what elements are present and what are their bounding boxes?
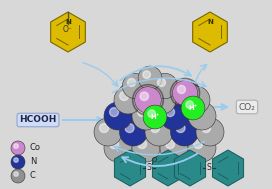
- Circle shape: [11, 141, 25, 155]
- Circle shape: [183, 88, 190, 95]
- Circle shape: [160, 134, 188, 162]
- Text: O: O: [151, 157, 157, 163]
- Circle shape: [202, 124, 211, 132]
- Circle shape: [181, 96, 205, 120]
- Circle shape: [171, 118, 199, 146]
- Circle shape: [11, 155, 25, 169]
- Text: O⁻: O⁻: [63, 26, 73, 35]
- Circle shape: [138, 108, 147, 117]
- Circle shape: [118, 83, 142, 107]
- Circle shape: [14, 158, 18, 162]
- Circle shape: [158, 83, 182, 107]
- Circle shape: [186, 101, 193, 108]
- Circle shape: [110, 108, 119, 117]
- Text: H⁺: H⁺: [188, 105, 198, 111]
- Circle shape: [138, 140, 147, 149]
- Circle shape: [122, 73, 148, 99]
- Polygon shape: [212, 150, 244, 186]
- Circle shape: [128, 78, 135, 87]
- Circle shape: [119, 118, 147, 146]
- Circle shape: [11, 169, 25, 183]
- Text: S: S: [207, 163, 211, 173]
- Circle shape: [132, 102, 160, 130]
- Circle shape: [14, 144, 18, 148]
- Circle shape: [157, 78, 165, 87]
- Circle shape: [132, 134, 160, 162]
- Text: CO₂: CO₂: [239, 102, 255, 112]
- Circle shape: [143, 71, 150, 78]
- Circle shape: [152, 73, 178, 99]
- Text: S: S: [147, 163, 152, 173]
- Circle shape: [100, 124, 109, 132]
- Circle shape: [182, 86, 210, 114]
- Polygon shape: [193, 12, 227, 52]
- Text: C: C: [30, 171, 36, 180]
- Circle shape: [143, 105, 167, 129]
- Circle shape: [104, 134, 132, 162]
- Polygon shape: [152, 150, 184, 186]
- Circle shape: [177, 85, 186, 94]
- Circle shape: [148, 110, 156, 118]
- Text: N: N: [30, 157, 36, 167]
- Circle shape: [143, 88, 150, 95]
- Circle shape: [196, 118, 224, 146]
- Circle shape: [148, 86, 176, 114]
- Circle shape: [151, 124, 160, 132]
- Text: Co: Co: [30, 143, 41, 153]
- Circle shape: [172, 80, 197, 106]
- Circle shape: [14, 172, 18, 176]
- Circle shape: [125, 124, 134, 132]
- Circle shape: [104, 102, 132, 130]
- Circle shape: [110, 140, 119, 149]
- Polygon shape: [51, 12, 85, 52]
- Circle shape: [163, 88, 171, 95]
- Circle shape: [178, 83, 202, 107]
- Circle shape: [138, 83, 162, 107]
- Circle shape: [135, 87, 161, 113]
- Circle shape: [94, 118, 122, 146]
- Polygon shape: [115, 150, 146, 186]
- Circle shape: [188, 92, 197, 101]
- Circle shape: [154, 92, 163, 101]
- Circle shape: [145, 118, 173, 146]
- Circle shape: [114, 86, 142, 114]
- Circle shape: [123, 88, 131, 95]
- Text: N: N: [65, 19, 71, 25]
- Polygon shape: [174, 150, 206, 186]
- Text: H⁺: H⁺: [150, 114, 160, 120]
- Circle shape: [188, 134, 216, 162]
- Circle shape: [138, 66, 162, 90]
- Circle shape: [120, 92, 129, 101]
- Circle shape: [194, 140, 203, 149]
- Circle shape: [194, 108, 203, 117]
- Text: HCOOH: HCOOH: [19, 115, 57, 125]
- Circle shape: [188, 102, 216, 130]
- Text: N: N: [207, 19, 213, 25]
- Circle shape: [160, 102, 188, 130]
- Circle shape: [166, 140, 175, 149]
- Circle shape: [176, 124, 185, 132]
- Circle shape: [166, 108, 175, 117]
- Circle shape: [140, 92, 149, 101]
